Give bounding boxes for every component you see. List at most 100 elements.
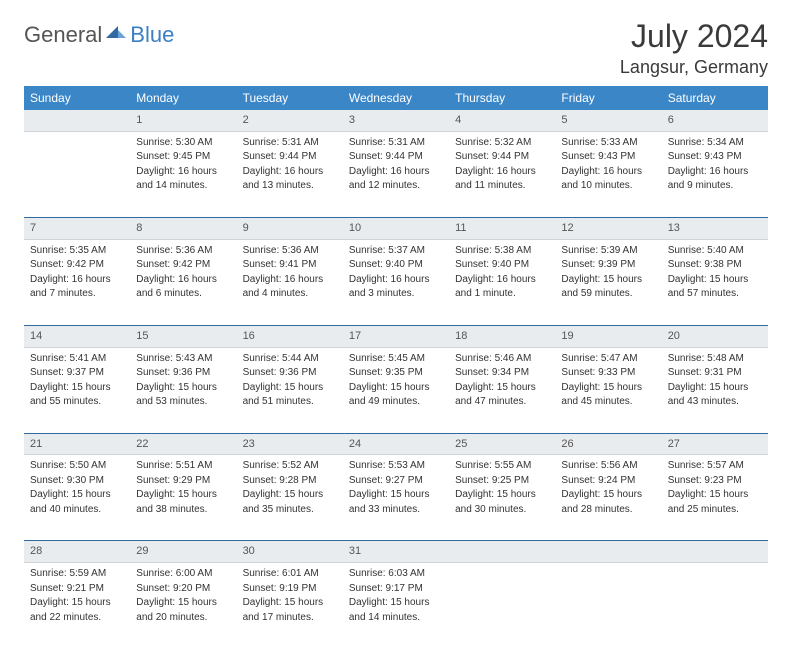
sunset-text: Sunset: 9:34 PM (455, 366, 549, 380)
sunset-text: Sunset: 9:25 PM (455, 474, 549, 488)
day-cell (449, 563, 555, 649)
daylight-text: and 38 minutes. (136, 503, 230, 517)
daylight-text: Daylight: 15 hours (30, 488, 124, 502)
day-cell: Sunrise: 5:36 AMSunset: 9:42 PMDaylight:… (130, 239, 236, 325)
day-cell: Sunrise: 5:35 AMSunset: 9:42 PMDaylight:… (24, 239, 130, 325)
sunrise-text: Sunrise: 5:51 AM (136, 459, 230, 473)
daylight-text: and 33 minutes. (349, 503, 443, 517)
day-number-row: 21222324252627 (24, 434, 768, 455)
day-number: 5 (555, 110, 661, 131)
sunrise-text: Sunrise: 5:46 AM (455, 352, 549, 366)
daylight-text: and 6 minutes. (136, 287, 230, 301)
day-cell: Sunrise: 5:41 AMSunset: 9:37 PMDaylight:… (24, 347, 130, 433)
daylight-text: Daylight: 16 hours (349, 273, 443, 287)
day-number: 19 (555, 326, 661, 347)
daylight-text: Daylight: 16 hours (349, 165, 443, 179)
sunset-text: Sunset: 9:43 PM (561, 150, 655, 164)
daylight-text: and 53 minutes. (136, 395, 230, 409)
day-number: 30 (237, 541, 343, 562)
day-cell: Sunrise: 5:32 AMSunset: 9:44 PMDaylight:… (449, 131, 555, 217)
day-cell: Sunrise: 5:45 AMSunset: 9:35 PMDaylight:… (343, 347, 449, 433)
brand-part1: General (24, 22, 102, 48)
daylight-text: and 1 minute. (455, 287, 549, 301)
daylight-text: Daylight: 15 hours (243, 381, 337, 395)
day-number: 20 (662, 326, 768, 347)
location-label: Langsur, Germany (620, 57, 768, 78)
day-body-row: Sunrise: 5:35 AMSunset: 9:42 PMDaylight:… (24, 239, 768, 325)
day-cell: Sunrise: 5:48 AMSunset: 9:31 PMDaylight:… (662, 347, 768, 433)
day-number: 29 (130, 541, 236, 562)
sunset-text: Sunset: 9:20 PM (136, 582, 230, 596)
daylight-text: Daylight: 15 hours (349, 596, 443, 610)
day-number: 9 (237, 218, 343, 239)
sunrise-text: Sunrise: 6:00 AM (136, 567, 230, 581)
day-number: 13 (662, 218, 768, 239)
daylight-text: Daylight: 15 hours (349, 488, 443, 502)
weekday-header: Monday (130, 86, 236, 110)
daylight-text: and 17 minutes. (243, 611, 337, 625)
daylight-text: and 3 minutes. (349, 287, 443, 301)
sunset-text: Sunset: 9:37 PM (30, 366, 124, 380)
day-number: 24 (343, 434, 449, 455)
day-cell: Sunrise: 5:50 AMSunset: 9:30 PMDaylight:… (24, 455, 130, 541)
sunset-text: Sunset: 9:38 PM (668, 258, 762, 272)
sunrise-text: Sunrise: 5:40 AM (668, 244, 762, 258)
sunset-text: Sunset: 9:40 PM (349, 258, 443, 272)
daylight-text: and 22 minutes. (30, 611, 124, 625)
day-body-row: Sunrise: 5:41 AMSunset: 9:37 PMDaylight:… (24, 347, 768, 433)
daylight-text: and 4 minutes. (243, 287, 337, 301)
header: General Blue July 2024 Langsur, Germany (24, 18, 768, 78)
daylight-text: Daylight: 16 hours (243, 273, 337, 287)
daylight-text: Daylight: 15 hours (136, 381, 230, 395)
sunrise-text: Sunrise: 5:34 AM (668, 136, 762, 150)
daylight-text: and 20 minutes. (136, 611, 230, 625)
weekday-header: Sunday (24, 86, 130, 110)
daylight-text: Daylight: 15 hours (30, 381, 124, 395)
day-number-row: 123456 (24, 110, 768, 131)
day-number: 21 (24, 434, 130, 455)
day-cell: Sunrise: 5:30 AMSunset: 9:45 PMDaylight:… (130, 131, 236, 217)
weekday-header: Wednesday (343, 86, 449, 110)
sunset-text: Sunset: 9:45 PM (136, 150, 230, 164)
daylight-text: and 35 minutes. (243, 503, 337, 517)
day-number: 25 (449, 434, 555, 455)
day-number: 11 (449, 218, 555, 239)
sunrise-text: Sunrise: 6:01 AM (243, 567, 337, 581)
day-cell: Sunrise: 5:34 AMSunset: 9:43 PMDaylight:… (662, 131, 768, 217)
daylight-text: and 12 minutes. (349, 179, 443, 193)
daylight-text: Daylight: 15 hours (561, 488, 655, 502)
sunrise-text: Sunrise: 5:41 AM (30, 352, 124, 366)
daylight-text: Daylight: 16 hours (136, 273, 230, 287)
sunset-text: Sunset: 9:17 PM (349, 582, 443, 596)
daylight-text: and 14 minutes. (136, 179, 230, 193)
day-cell: Sunrise: 5:56 AMSunset: 9:24 PMDaylight:… (555, 455, 661, 541)
brand-flag-icon (106, 24, 128, 47)
sunset-text: Sunset: 9:39 PM (561, 258, 655, 272)
day-cell: Sunrise: 5:53 AMSunset: 9:27 PMDaylight:… (343, 455, 449, 541)
day-cell: Sunrise: 5:43 AMSunset: 9:36 PMDaylight:… (130, 347, 236, 433)
day-cell (555, 563, 661, 649)
sunset-text: Sunset: 9:40 PM (455, 258, 549, 272)
daylight-text: and 14 minutes. (349, 611, 443, 625)
day-number: 23 (237, 434, 343, 455)
daylight-text: and 55 minutes. (30, 395, 124, 409)
day-body-row: Sunrise: 5:30 AMSunset: 9:45 PMDaylight:… (24, 131, 768, 217)
daylight-text: Daylight: 16 hours (30, 273, 124, 287)
day-body-row: Sunrise: 5:59 AMSunset: 9:21 PMDaylight:… (24, 563, 768, 649)
sunset-text: Sunset: 9:31 PM (668, 366, 762, 380)
sunset-text: Sunset: 9:44 PM (243, 150, 337, 164)
title-block: July 2024 Langsur, Germany (620, 18, 768, 78)
day-number: 8 (130, 218, 236, 239)
sunrise-text: Sunrise: 5:44 AM (243, 352, 337, 366)
day-cell: Sunrise: 6:03 AMSunset: 9:17 PMDaylight:… (343, 563, 449, 649)
weekday-header: Saturday (662, 86, 768, 110)
daylight-text: Daylight: 15 hours (561, 273, 655, 287)
daylight-text: and 11 minutes. (455, 179, 549, 193)
day-cell: Sunrise: 5:44 AMSunset: 9:36 PMDaylight:… (237, 347, 343, 433)
sunrise-text: Sunrise: 5:31 AM (349, 136, 443, 150)
sunrise-text: Sunrise: 5:39 AM (561, 244, 655, 258)
daylight-text: and 57 minutes. (668, 287, 762, 301)
day-cell: Sunrise: 5:52 AMSunset: 9:28 PMDaylight:… (237, 455, 343, 541)
daylight-text: Daylight: 15 hours (561, 381, 655, 395)
daylight-text: Daylight: 15 hours (668, 488, 762, 502)
